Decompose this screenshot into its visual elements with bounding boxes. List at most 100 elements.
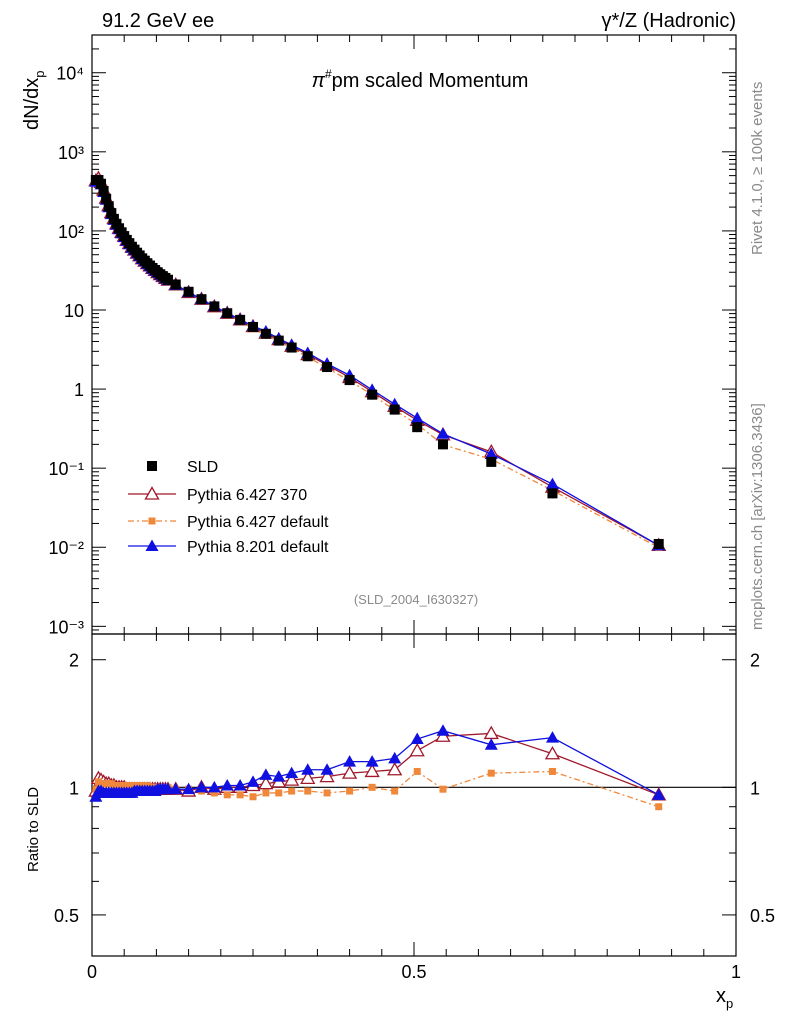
ratio-point [288, 787, 296, 795]
legend-entry: SLD [147, 459, 218, 476]
chart-title: π#pm scaled Momentum [312, 67, 529, 92]
ratio-point [409, 742, 425, 757]
data-point [545, 477, 559, 490]
legend-marker [144, 486, 160, 500]
ratio-y-tick-label-right: 0.5 [750, 906, 775, 926]
ratio-point [300, 770, 316, 784]
ratio-point [246, 775, 260, 787]
legend-label: Pythia 6.427 370 [187, 487, 307, 504]
legend-label: Pythia 6.427 default [187, 514, 329, 531]
ratio-point [365, 755, 379, 767]
ratio-point [410, 732, 424, 745]
y-tick-label: 10⁻³ [48, 617, 84, 637]
data-point [436, 427, 450, 439]
ratio-point [236, 791, 244, 799]
ratio-point [258, 775, 274, 790]
ratio-point [341, 765, 358, 779]
x-tick-label: 1 [731, 962, 741, 982]
ratio-point [346, 787, 354, 795]
data-point [484, 447, 498, 459]
y-tick-label: 10³ [58, 143, 84, 163]
ratio-point [364, 763, 380, 778]
x-tick-label: 0 [87, 962, 97, 982]
data-point [410, 411, 424, 424]
data-point [302, 351, 313, 362]
data-point [209, 301, 220, 312]
analysis-tag: (SLD_2004_I630327) [354, 592, 478, 607]
ratio-point [285, 766, 299, 779]
ratio-point [436, 724, 450, 736]
ratio-y-tick-label: 0.5 [54, 906, 79, 926]
data-point [273, 335, 284, 346]
ratio-point [169, 782, 183, 795]
legend-marker [145, 539, 159, 551]
ratio-point [259, 768, 273, 780]
x-axis-label: xp [716, 985, 733, 1011]
y-tick-label: 10² [58, 222, 84, 242]
series-line-main [95, 178, 660, 549]
ratio-point [387, 761, 403, 776]
ratio-point [548, 767, 556, 775]
series-pythia-6-427-370 [88, 170, 667, 801]
ratio-point [388, 751, 402, 764]
ratio-point [220, 778, 234, 791]
data-point [196, 294, 207, 305]
legend-entry: Pythia 8.201 default [128, 539, 329, 556]
y-tick-label: 1 [74, 380, 84, 400]
ratio-point [368, 783, 376, 791]
data-point [103, 201, 114, 212]
data-point [222, 308, 233, 319]
series-line-main [95, 177, 660, 546]
series-pythia-8-201-default [89, 174, 666, 802]
legend-entry: Pythia 6.427 default [128, 514, 329, 531]
data-point [96, 178, 107, 189]
ratio-point [182, 782, 196, 795]
x-tick-label: 0.5 [401, 962, 426, 982]
data-point [412, 422, 423, 433]
ratio-point [284, 772, 300, 786]
ratio-point [272, 770, 286, 782]
ratio-point [207, 780, 221, 793]
ratio-point [655, 803, 663, 811]
ratio-point [483, 725, 499, 740]
energy-label: 91.2 GeV ee [102, 10, 214, 32]
data-point [106, 208, 117, 219]
ratio-y-tick-label: 1 [69, 778, 79, 798]
data-point [286, 342, 297, 353]
ratio-point [301, 763, 315, 775]
ratio-point [544, 745, 561, 760]
data-point [367, 389, 378, 400]
series-line-main [95, 179, 660, 546]
ratio-point [343, 755, 357, 767]
ratio-point [413, 767, 421, 775]
legend: SLD Pythia 6.427 370 Pythia 6.427 default P… [128, 459, 329, 556]
ratio-point [391, 787, 399, 795]
ratio-y-tick-label: 2 [69, 651, 79, 671]
data-point [101, 193, 112, 204]
ratio-y-tick-label-right: 2 [750, 651, 760, 671]
mcplots-label: mcplots.cern.ch [arXiv:1306.3436] [749, 403, 766, 630]
ratio-point [439, 785, 447, 793]
ratio-point [484, 738, 498, 750]
y-axis-label: dN/dxp [21, 71, 47, 130]
legend-marker [148, 517, 156, 525]
data-point [653, 538, 664, 549]
legend-label: SLD [187, 459, 218, 476]
ratio-point [652, 788, 666, 800]
data-point [486, 456, 497, 467]
ratio-y-label: Ratio to SLD [25, 787, 42, 872]
y-tick-label: 10 [64, 301, 84, 321]
ratio-point [304, 787, 312, 795]
y-tick-label: 10⁻¹ [48, 459, 84, 479]
data-point [162, 274, 173, 285]
ratio-point [223, 791, 231, 799]
ratio-point [487, 769, 495, 777]
svg-text:dN/dxp: dN/dxp [21, 71, 47, 130]
data-point [170, 279, 181, 290]
series-line-ratio [95, 732, 659, 796]
ratio-point [320, 763, 334, 775]
data-point [235, 314, 246, 325]
data-point [547, 488, 558, 499]
ratio-point [545, 731, 559, 743]
